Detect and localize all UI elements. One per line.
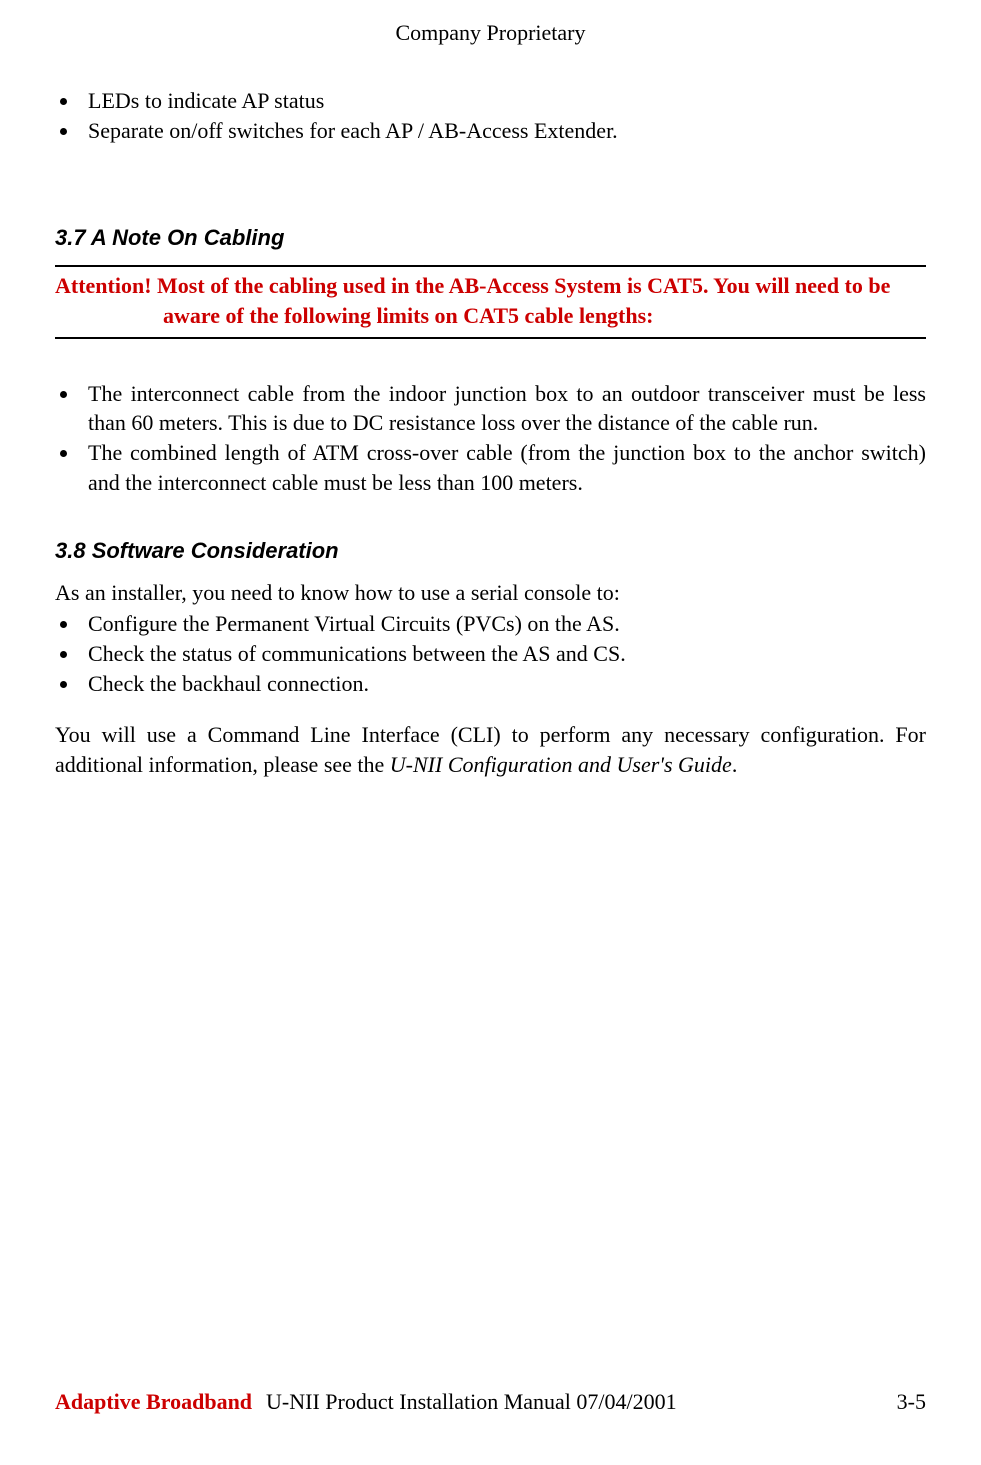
footer-title: U-NII Product Installation Manual 07/04/… [266, 1389, 677, 1415]
list-item: Check the status of communications betwe… [80, 639, 926, 669]
footer-brand: Adaptive Broadband [55, 1389, 252, 1415]
section-heading-37: 3.7 A Note On Cabling [55, 225, 926, 251]
cli-italic-reference: U-NII Configuration and User's Guide [390, 752, 732, 777]
page-header: Company Proprietary [55, 20, 926, 46]
list-item: The interconnect cable from the indoor j… [80, 379, 926, 438]
cli-paragraph: You will use a Command Line Interface (C… [55, 720, 926, 779]
section-37: 3.7 A Note On Cabling Attention! Most of… [55, 225, 926, 497]
section-heading-38: 3.8 Software Consideration [55, 538, 926, 564]
section-38: 3.8 Software Consideration As an install… [55, 538, 926, 780]
list-item: Check the backhaul connection. [80, 669, 926, 699]
top-bullet-list: LEDs to indicate AP status Separate on/o… [55, 86, 926, 145]
cable-bullet-list: The interconnect cable from the indoor j… [55, 379, 926, 498]
attention-line1: Most of the cabling used in the AB-Acces… [157, 273, 890, 298]
software-bullet-list: Configure the Permanent Virtual Circuits… [55, 609, 926, 698]
attention-label: Attention! [55, 273, 157, 298]
list-item: The combined length of ATM cross-over ca… [80, 438, 926, 497]
section-38-intro: As an installer, you need to know how to… [55, 578, 926, 608]
list-item: Separate on/off switches for each AP / A… [80, 116, 926, 146]
list-item: LEDs to indicate AP status [80, 86, 926, 116]
list-item: Configure the Permanent Virtual Circuits… [80, 609, 926, 639]
page-footer: Adaptive Broadband U-NII Product Install… [55, 1389, 926, 1415]
attention-text: Attention! Most of the cabling used in t… [55, 271, 926, 330]
footer-page-number: 3-5 [897, 1389, 926, 1415]
attention-box: Attention! Most of the cabling used in t… [55, 265, 926, 338]
cli-text-part2: . [732, 752, 738, 777]
attention-line2: aware of the following limits on CAT5 ca… [55, 301, 926, 331]
